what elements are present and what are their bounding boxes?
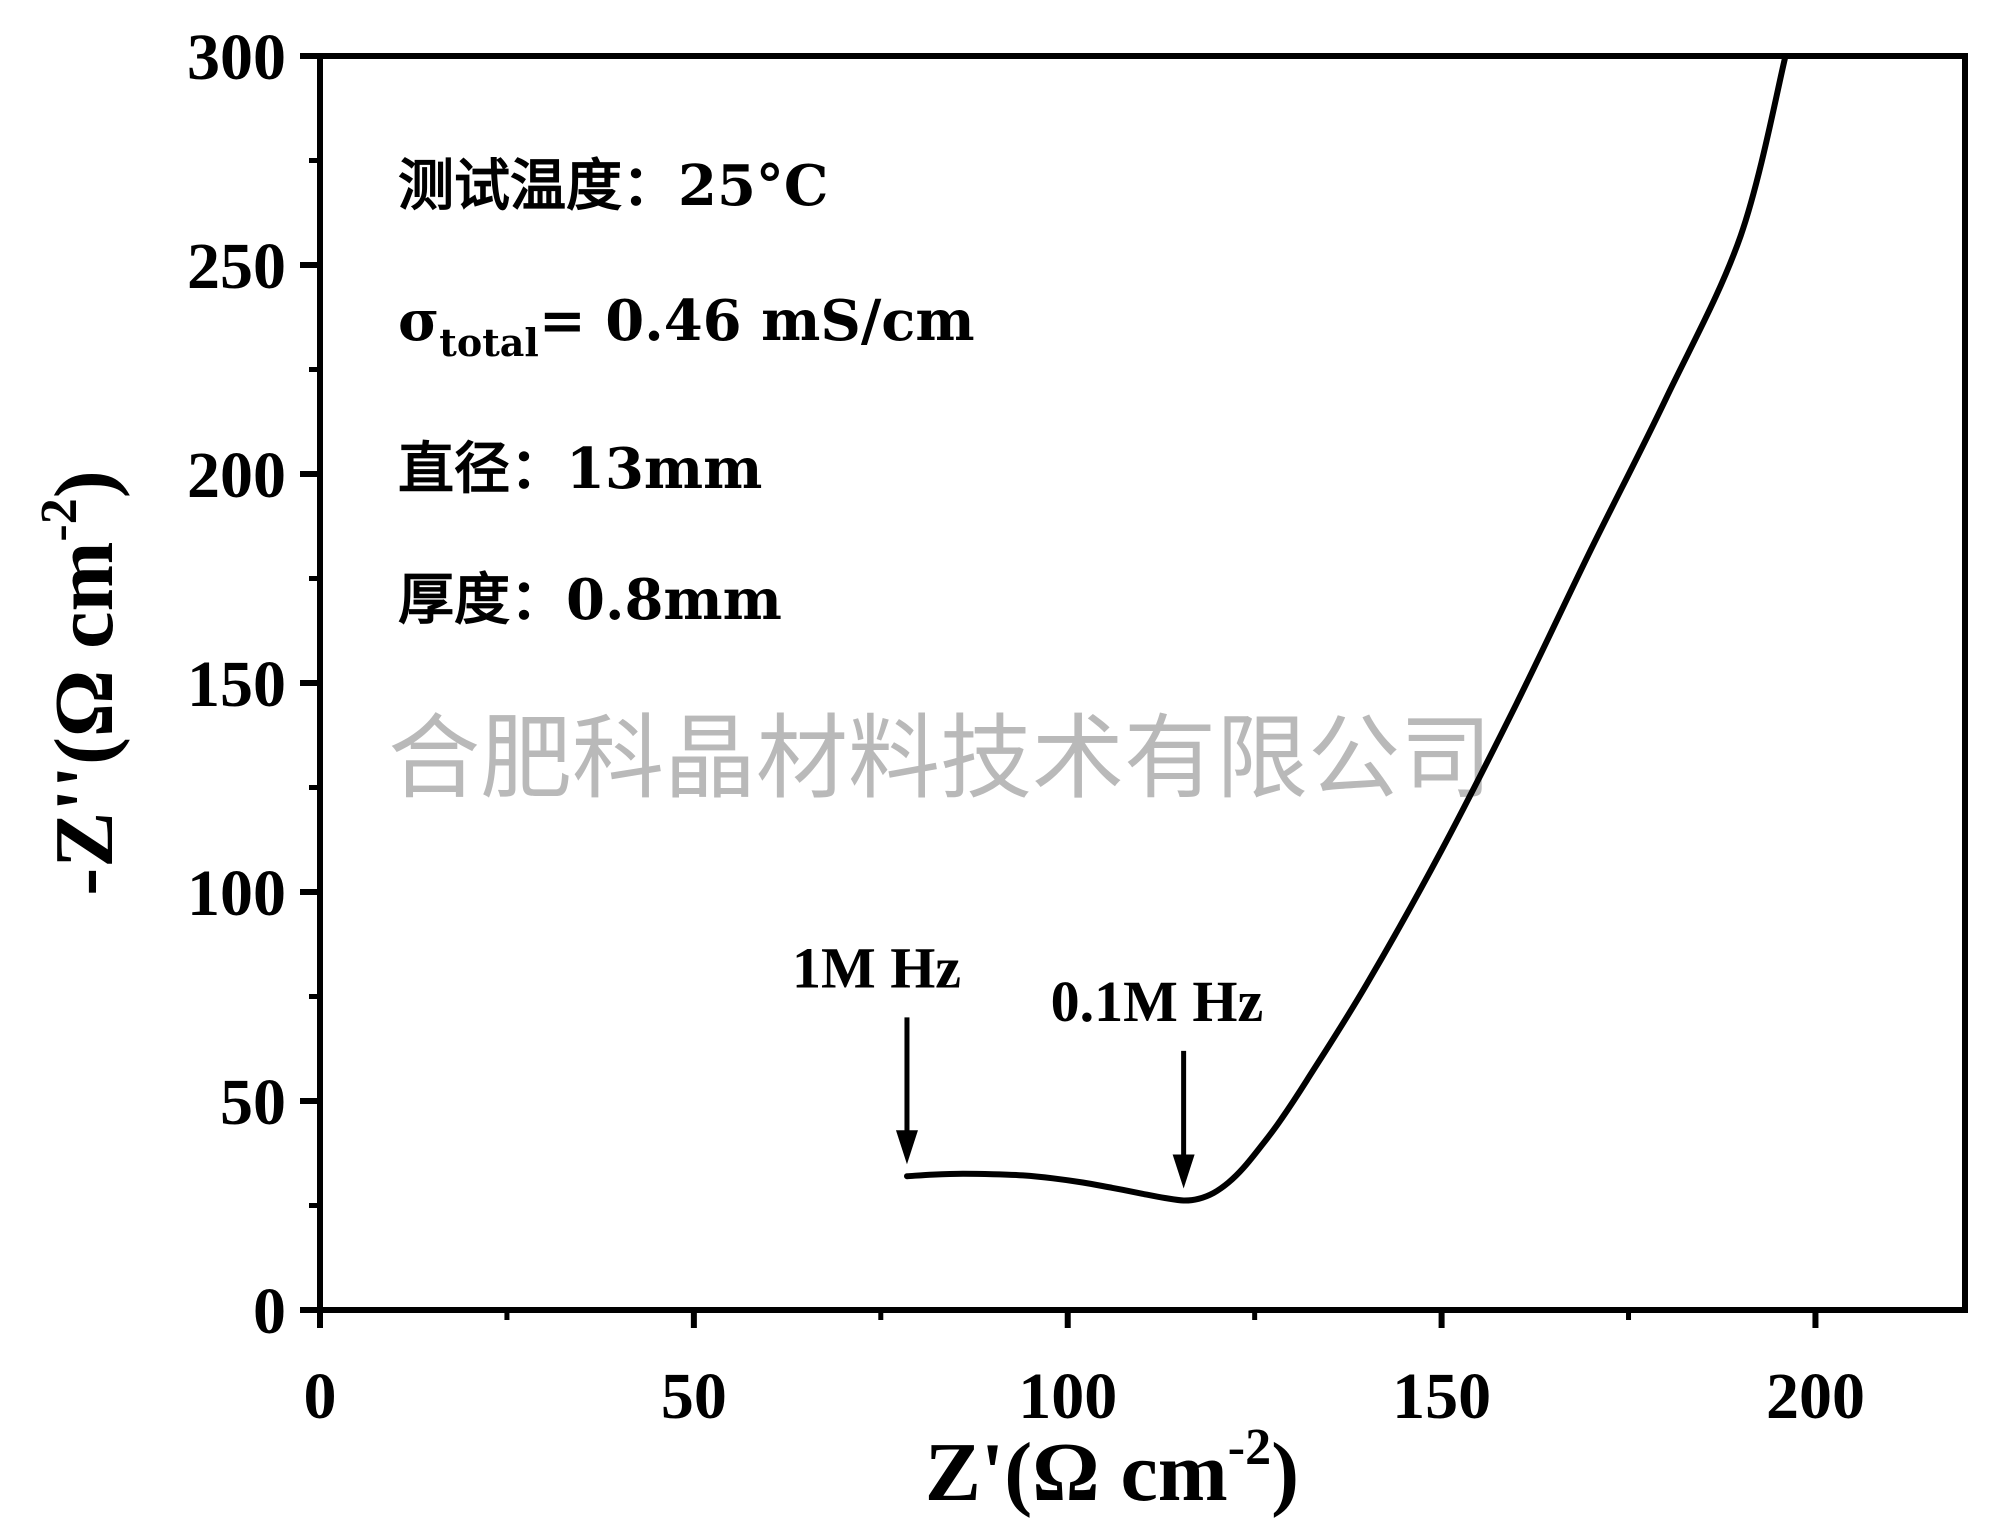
note-diameter: 直径：13mm	[398, 436, 762, 502]
note-conductivity: σtotal= 0.46 mS/cm	[398, 288, 975, 365]
watermark: 合肥科晶材料技术有限公司	[388, 705, 1492, 812]
y-tick-label: 250	[187, 230, 286, 303]
y-axis-title-main: -Z''(Ω cm	[38, 542, 131, 896]
x-tick-label: 0	[304, 1360, 337, 1433]
y-axis-title-superscript: -2	[31, 498, 88, 541]
plot-frame	[317, 53, 1968, 1313]
x-tick-label: 50	[661, 1360, 727, 1433]
x-tick-label: 100	[1018, 1360, 1117, 1433]
note-sigma-subscript: total	[439, 320, 539, 365]
impedance-series-line	[904, 53, 1789, 1204]
frequency-annotations: 1M Hz 0.1M Hz	[792, 935, 1264, 1189]
x-tick-label: 200	[1766, 1360, 1865, 1433]
y-tick-label: 0	[253, 1275, 286, 1348]
axis-ticks	[300, 53, 1819, 1328]
x-axis-title-superscript: -2	[1228, 1419, 1271, 1476]
annotation-arrow-head	[1172, 1154, 1195, 1189]
x-tick-label: 150	[1392, 1360, 1491, 1433]
x-axis-title-close: )	[1271, 1426, 1299, 1519]
y-axis-title-close: )	[38, 470, 131, 498]
y-tick-label: 50	[220, 1066, 286, 1139]
axis-tick-labels: 0 50 100 150 200 0 50 100 150 200 250 300	[187, 21, 1865, 1433]
y-tick-label: 300	[187, 21, 286, 94]
x-axis-title-main: Z'(Ω cm	[925, 1426, 1228, 1519]
annotation-arrow-head	[895, 1130, 918, 1165]
y-tick-label: 150	[187, 648, 286, 721]
note-test-temperature: 测试温度：25°C	[398, 153, 829, 219]
x-axis-title: Z'(Ω cm-2)	[925, 1419, 1299, 1519]
note-thickness: 厚度：0.8mm	[398, 567, 782, 633]
note-sigma-symbol: σ	[398, 288, 439, 354]
y-axis-title: -Z''(Ω cm-2)	[31, 470, 131, 895]
note-conductivity-value: = 0.46 mS/cm	[539, 288, 975, 354]
annotation-label: 0.1M Hz	[1051, 969, 1264, 1034]
annotation-label: 1M Hz	[792, 935, 961, 1000]
y-tick-label: 200	[187, 439, 286, 512]
y-tick-label: 100	[187, 857, 286, 930]
